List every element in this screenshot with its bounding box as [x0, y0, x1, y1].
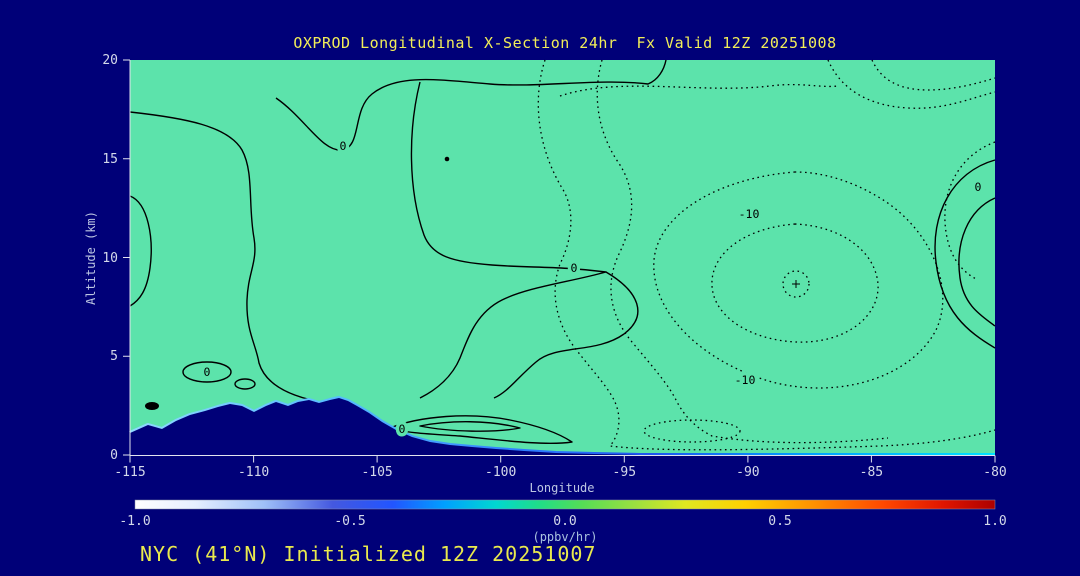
- contour-line: [275, 59, 667, 151]
- contour-line: [643, 419, 741, 443]
- y-axis-label: Altitude (km): [84, 211, 98, 305]
- x-tick-labels: -115 -110 -105 -100 -95 -90 -85 -80: [114, 465, 1006, 480]
- solid-contours: [129, 59, 996, 444]
- dotted-contours: [537, 59, 996, 451]
- colorbar-gradient: [134, 499, 996, 510]
- plot-title: OXPROD Longitudinal X-Section 24hr Fx Va…: [293, 34, 836, 52]
- x-tick-label: -85: [860, 465, 883, 480]
- terrain-silhouette: [130, 398, 995, 460]
- contour-line: [129, 111, 317, 402]
- y-tick-label: 0: [110, 448, 118, 463]
- contour-line: [182, 361, 232, 383]
- contour-label-minus-ten: -10: [735, 373, 756, 387]
- x-axis-ticks: [129, 455, 996, 463]
- x-tick-label: -115: [114, 465, 145, 480]
- contour-line: [711, 223, 879, 343]
- contour-line: [419, 421, 521, 432]
- x-tick-label: -90: [736, 465, 759, 480]
- contour-speck: [444, 156, 450, 162]
- contour-line: [559, 83, 839, 97]
- y-tick-label: 15: [102, 152, 118, 167]
- contour-minimum-mark: [792, 280, 800, 288]
- colorbar: -1.0 -0.5 0.0 0.5 1.0 (ppbv/hr): [119, 499, 1007, 544]
- contour-line: [782, 270, 810, 298]
- contour-line: [537, 59, 996, 451]
- contour-line: [493, 271, 639, 399]
- axes: [123, 59, 996, 463]
- y-tick-label: 10: [102, 251, 118, 266]
- contour-line: [129, 195, 152, 307]
- colorbar-tick-label: -0.5: [334, 514, 365, 529]
- y-tick-label: 5: [110, 349, 118, 364]
- y-axis-ticks: [123, 59, 130, 456]
- contour-label-zero: 0: [975, 180, 982, 194]
- colorbar-tick-label: -1.0: [119, 514, 150, 529]
- contour-label-zero: 0: [340, 139, 347, 153]
- x-axis-label: Longitude: [529, 481, 594, 495]
- colorbar-tick-label: 1.0: [983, 514, 1006, 529]
- contour-line: [389, 415, 573, 444]
- x-tick-label: -95: [613, 465, 636, 480]
- y-tick-labels: 20 15 10 5 0: [102, 53, 118, 463]
- contour-line: [596, 59, 889, 444]
- contour-label-minus-ten: -10: [739, 207, 760, 221]
- contour-label-zero: 0: [571, 261, 578, 275]
- contour-speck: [145, 402, 159, 410]
- contour-line: [234, 378, 256, 390]
- x-tick-label: -105: [361, 465, 392, 480]
- contour-line: [934, 159, 996, 349]
- colorbar-tick-labels: -1.0 -0.5 0.0 0.5 1.0: [119, 514, 1006, 529]
- x-tick-label: -100: [485, 465, 516, 480]
- colorbar-tick-label: 0.0: [553, 514, 576, 529]
- x-tick-label: -110: [238, 465, 269, 480]
- contour-label-zero: 0: [399, 422, 406, 436]
- contour-line: [958, 197, 996, 327]
- colorbar-units-label: (ppbv/hr): [532, 530, 597, 544]
- x-tick-label: -80: [983, 465, 1006, 480]
- colorbar-tick-label: 0.5: [768, 514, 791, 529]
- init-annotation: NYC (41°N) Initialized 12Z 20251007: [140, 542, 596, 566]
- y-tick-label: 20: [102, 53, 118, 68]
- contour-line: [410, 81, 607, 399]
- contour-line: [944, 141, 996, 281]
- contour-label-zero: 0: [204, 365, 211, 379]
- section-fill: [130, 60, 995, 456]
